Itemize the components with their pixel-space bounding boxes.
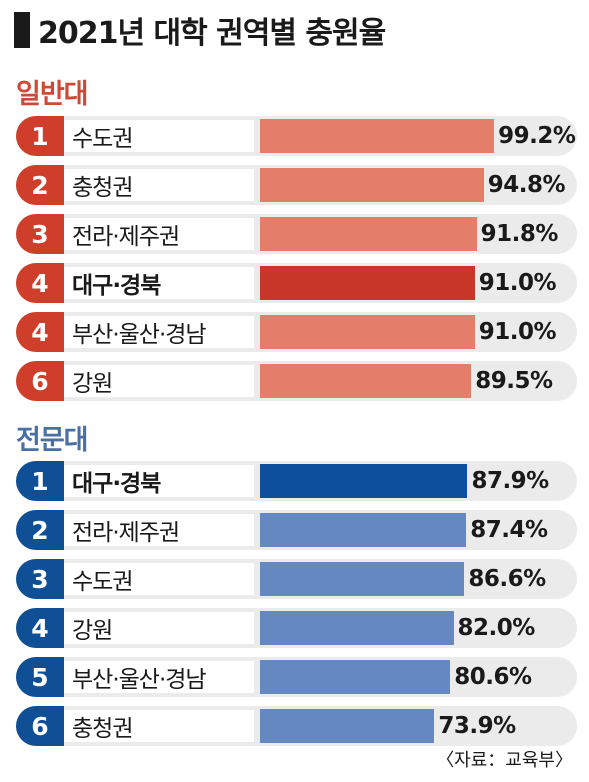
rank-badge: 4 (16, 263, 64, 303)
general-row: 3 전라·제주권 91.8% (16, 214, 577, 254)
value-label: 87.4% (470, 517, 548, 543)
chart-title-text: 2021년 대학 권역별 충원율 (38, 16, 386, 51)
value-label: 73.9% (438, 713, 516, 739)
category-label: 부산·울산·경남 (64, 316, 254, 348)
value-label: 94.8% (487, 172, 566, 198)
rank-badge: 4 (16, 312, 64, 352)
value-bar (260, 266, 475, 300)
value-bar (260, 611, 454, 645)
value-bar (260, 513, 467, 547)
category-label: 충청권 (64, 710, 254, 742)
rank-badge: 6 (16, 361, 64, 401)
value-label: 89.5% (475, 368, 553, 394)
category-label: 충청권 (64, 169, 254, 201)
value-bar (260, 464, 468, 498)
value-label: 80.6% (454, 664, 532, 690)
category-label: 전라·제주권 (64, 514, 254, 546)
rank-badge: 1 (16, 116, 64, 156)
value-label: 91.8% (480, 221, 559, 247)
value-label: 87.9% (471, 468, 549, 494)
value-label: 82.0% (457, 615, 536, 641)
value-label: 86.6% (468, 566, 546, 592)
title-marker (14, 12, 30, 48)
source-note: 〈자료：교육부〉 (436, 750, 573, 771)
value-bar (260, 119, 495, 153)
college-row: 3 수도권 86.6% (16, 559, 577, 599)
college-row: 5 부산·울산·경남 80.6% (16, 657, 577, 697)
category-label: 대구·경북 (64, 267, 254, 299)
value-label: 91.0% (478, 319, 557, 345)
general-row: 4 부산·울산·경남 91.0% (16, 312, 577, 352)
value-label: 91.0% (478, 270, 557, 296)
value-bar (260, 562, 465, 596)
college-row: 4 강원 82.0% (16, 608, 577, 648)
general-row: 6 강원 89.5% (16, 361, 577, 401)
rank-badge: 3 (16, 559, 64, 599)
value-bar (260, 709, 435, 743)
general-row: 4 대구·경북 91.0% (16, 263, 577, 303)
value-bar (260, 217, 477, 251)
college-row: 6 충청권 73.9% (16, 706, 577, 746)
general-row: 1 수도권 99.2% (16, 116, 577, 156)
value-bar (260, 364, 472, 398)
category-label: 부산·울산·경남 (64, 661, 254, 693)
category-label: 강원 (64, 365, 254, 397)
rank-badge: 1 (16, 461, 64, 501)
college-row: 1 대구·경북 87.9% (16, 461, 577, 501)
category-label: 수도권 (64, 120, 254, 152)
college-row: 2 전라·제주권 87.4% (16, 510, 577, 550)
category-label: 강원 (64, 612, 254, 644)
value-bar (260, 168, 484, 202)
general-row: 2 충청권 94.8% (16, 165, 577, 205)
rank-badge: 4 (16, 608, 64, 648)
rank-badge: 5 (16, 657, 64, 697)
category-label: 수도권 (64, 563, 254, 595)
section-label-college: 전문대 (16, 425, 89, 456)
chart-title: 2021년 대학 권역별 충원율 (14, 8, 386, 52)
section-label-general: 일반대 (16, 79, 89, 110)
category-label: 대구·경북 (64, 465, 254, 497)
rank-badge: 3 (16, 214, 64, 254)
value-bar (260, 660, 451, 694)
value-label: 99.2% (498, 123, 576, 149)
category-label: 전라·제주권 (64, 218, 254, 250)
value-bar (260, 315, 475, 349)
rank-badge: 2 (16, 510, 64, 550)
rank-badge: 2 (16, 165, 64, 205)
rank-badge: 6 (16, 706, 64, 746)
